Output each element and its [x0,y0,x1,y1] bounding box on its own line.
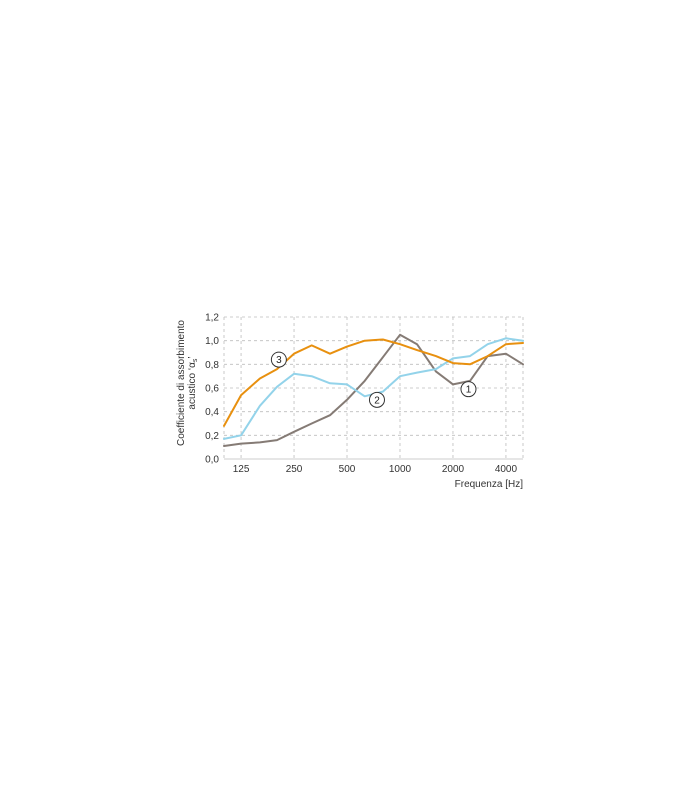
x-tick-label: 1000 [389,464,412,475]
x-tick-label: 250 [286,464,303,475]
x-axis-ticks: 125 250 500 1000 2000 4000 [233,464,518,475]
series-marker-1 [460,381,477,398]
y-tick-label: 0,8 [205,360,219,371]
series-line-1 [223,333,524,447]
x-tick-label: 2000 [442,464,465,475]
series-marker-label: 2 [374,395,380,406]
y-tick-label: 1,2 [205,313,219,324]
y-axis-label-line2: acustico ‘αs’ [187,356,199,409]
x-tick-label: 4000 [495,464,518,475]
grid [223,316,524,460]
x-tick-label: 500 [339,464,356,475]
y-tick-label: 1,0 [205,336,219,347]
series-marker-label: 3 [276,355,282,366]
x-axis-label: Frequenza [Hz] [455,479,524,490]
series-marker-label: 1 [466,385,472,396]
series-marker-2 [368,391,385,408]
series-lines [223,333,524,447]
series-markers: 1 2 3 [270,351,477,408]
series-marker-3 [270,351,287,368]
y-tick-label: 0,6 [205,384,219,395]
y-tick-label: 0,0 [205,455,219,466]
y-axis-ticks: 0,0 0,2 0,4 0,6 0,8 1,0 1,2 [205,313,219,466]
y-tick-label: 0,2 [205,431,219,442]
y-tick-label: 0,4 [205,407,219,418]
series-line-3 [223,338,524,427]
x-tick-label: 125 [233,464,250,475]
y-axis-label-line1: Coefficiente di assorbimento [176,320,187,446]
series-line-2 [223,337,524,440]
